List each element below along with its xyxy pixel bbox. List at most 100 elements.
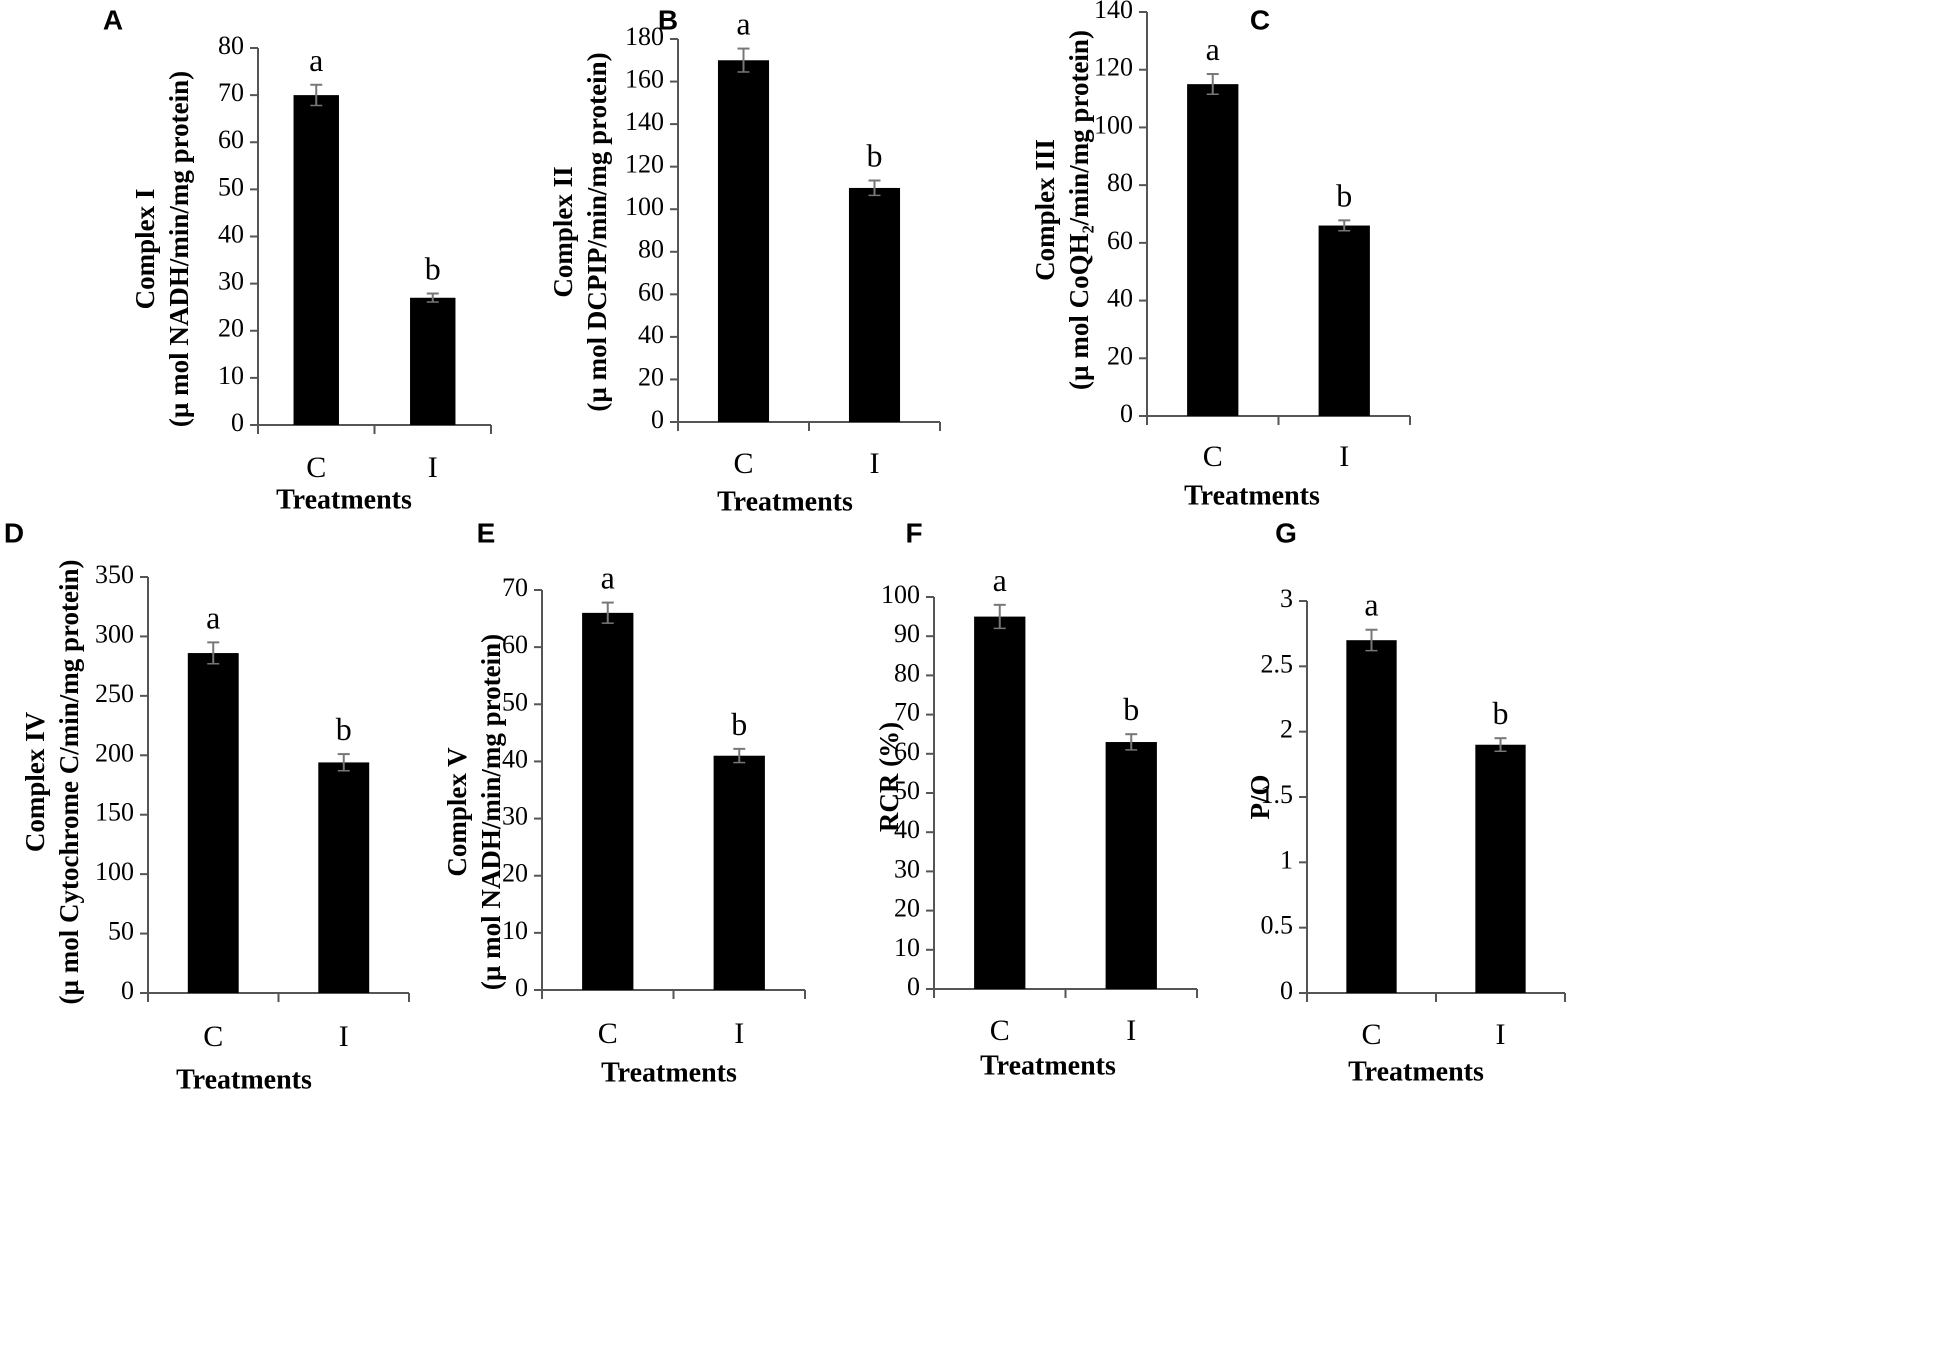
y-tick-label: 150 [95, 798, 134, 827]
panel-letter: B [658, 4, 678, 35]
y-tick-label: 40 [218, 219, 244, 248]
y-tick-label: 0 [121, 976, 134, 1005]
significance-letter: a [309, 42, 323, 78]
y-tick-label: 80 [638, 235, 664, 264]
category-label: C [598, 1017, 618, 1050]
y-tick-label: 50 [108, 917, 134, 946]
y-tick-label: 40 [502, 744, 528, 773]
y-tick-label: 60 [638, 277, 664, 306]
y-tick-label: 160 [625, 65, 664, 94]
category-label: I [339, 1020, 349, 1053]
bar-i [318, 762, 370, 993]
y-tick-label: 80 [218, 31, 244, 60]
chart-panel-a: A 0 10 20 30 40 50 60 70 80 a Cb I Treatments Complex … [103, 4, 492, 515]
category-label: I [870, 447, 880, 480]
bar-c [1187, 84, 1239, 417]
y-tick-label: 40 [638, 320, 664, 349]
y-axis-title: (µ mol CoQH₂/min/mg protein) [1064, 30, 1094, 390]
y-tick-label: 140 [625, 107, 664, 136]
panel-letter: C [1250, 4, 1270, 35]
category-label: I [428, 451, 438, 484]
significance-letter: b [731, 706, 747, 742]
panel-letter: G [1275, 517, 1297, 548]
category-label: C [733, 447, 753, 480]
panel-letter: D [4, 517, 24, 548]
bar-i [1105, 742, 1157, 989]
category-label: I [1126, 1014, 1136, 1047]
chart-panel-b: B 0 20 40 60 80 100 120 140 160 180 a Cb I Treatments C… [548, 4, 941, 517]
chart-panel-g: G 0 0.5 1 1.5 2 2.5 3 a Cb I Treatments P/O [1245, 517, 1566, 1087]
y-tick-label: 70 [894, 698, 920, 727]
panel-letter: F [905, 517, 922, 548]
y-tick-label: 180 [625, 22, 664, 51]
y-tick-label: 20 [218, 314, 244, 343]
bar-c [582, 612, 634, 990]
chart-panel-f: F 0 10 20 30 40 50 60 70 80 90 100 a Cb I Treatments RCR… [874, 517, 1198, 1081]
y-axis-title: Complex II [548, 166, 578, 297]
significance-letter: b [425, 251, 441, 287]
significance-letter: a [736, 6, 750, 42]
significance-letter: a [601, 560, 615, 596]
y-axis-title: Complex IV [20, 711, 50, 852]
y-tick-label: 90 [894, 619, 920, 648]
category-label: C [990, 1014, 1010, 1047]
category-label: I [1339, 440, 1349, 473]
x-axis-title: Treatments [717, 486, 853, 517]
y-axis-title: Complex V [442, 747, 472, 877]
x-axis-title: Treatments [1348, 1056, 1484, 1087]
y-tick-label: 60 [894, 737, 920, 766]
y-tick-label: 1.5 [1261, 780, 1294, 809]
chart-panel-e: E 0 10 20 30 40 50 60 70 a Cb I Treatments Complex V(… [442, 517, 806, 1088]
y-tick-label: 350 [95, 560, 134, 589]
y-tick-label: 60 [218, 125, 244, 154]
y-tick-label: 30 [894, 854, 920, 883]
y-axis-title: (µ mol NADH/min/mg protein) [164, 71, 194, 427]
y-tick-label: 0.5 [1261, 911, 1294, 940]
y-tick-label: 60 [502, 630, 528, 659]
y-tick-label: 10 [894, 933, 920, 962]
y-tick-label: 40 [894, 815, 920, 844]
significance-letter: b [1123, 691, 1139, 727]
y-tick-label: 70 [218, 78, 244, 107]
y-tick-label: 10 [218, 361, 244, 390]
bar-i [410, 297, 456, 425]
significance-letter: a [1364, 587, 1378, 623]
y-tick-label: 100 [1094, 110, 1133, 139]
y-tick-label: 20 [502, 859, 528, 888]
y-tick-label: 2.5 [1261, 649, 1294, 678]
y-tick-label: 80 [894, 658, 920, 687]
y-tick-label: 140 [1094, 0, 1133, 24]
bar-c [187, 653, 239, 993]
y-tick-label: 100 [625, 192, 664, 221]
y-tick-label: 0 [651, 405, 664, 434]
y-tick-label: 2 [1280, 715, 1293, 744]
y-axis-title: (µ mol DCPIP/min/mg protein) [582, 52, 612, 411]
y-axis-title: Complex I [130, 189, 160, 310]
y-tick-label: 0 [515, 973, 528, 1002]
bar-c [974, 616, 1026, 989]
y-tick-label: 0 [1280, 976, 1293, 1005]
category-label: C [203, 1020, 223, 1053]
y-tick-label: 30 [218, 267, 244, 296]
y-tick-label: 20 [1107, 341, 1133, 370]
category-label: I [1496, 1018, 1506, 1051]
significance-letter: b [1493, 695, 1509, 731]
bar-c [717, 60, 770, 423]
y-tick-label: 250 [95, 679, 134, 708]
y-axis-title: (µ mol NADH/min/mg protein) [476, 634, 506, 990]
y-tick-label: 3 [1280, 584, 1293, 613]
y-tick-label: 70 [502, 573, 528, 602]
y-tick-label: 0 [231, 408, 244, 437]
x-axis-title: Treatments [176, 1064, 312, 1095]
category-label: C [1361, 1018, 1381, 1051]
x-axis-title: Treatments [601, 1057, 737, 1088]
y-axis-title: P/O [1245, 775, 1275, 820]
chart-panel-d: D 0 50 100 150 200 250 300 350 a Cb I Treatments Comp… [4, 517, 410, 1095]
y-tick-label: 300 [95, 619, 134, 648]
y-tick-label: 50 [218, 172, 244, 201]
significance-letter: a [206, 599, 220, 635]
x-axis-title: Treatments [1184, 480, 1320, 511]
y-tick-label: 20 [638, 362, 664, 391]
y-tick-label: 120 [1094, 53, 1133, 82]
